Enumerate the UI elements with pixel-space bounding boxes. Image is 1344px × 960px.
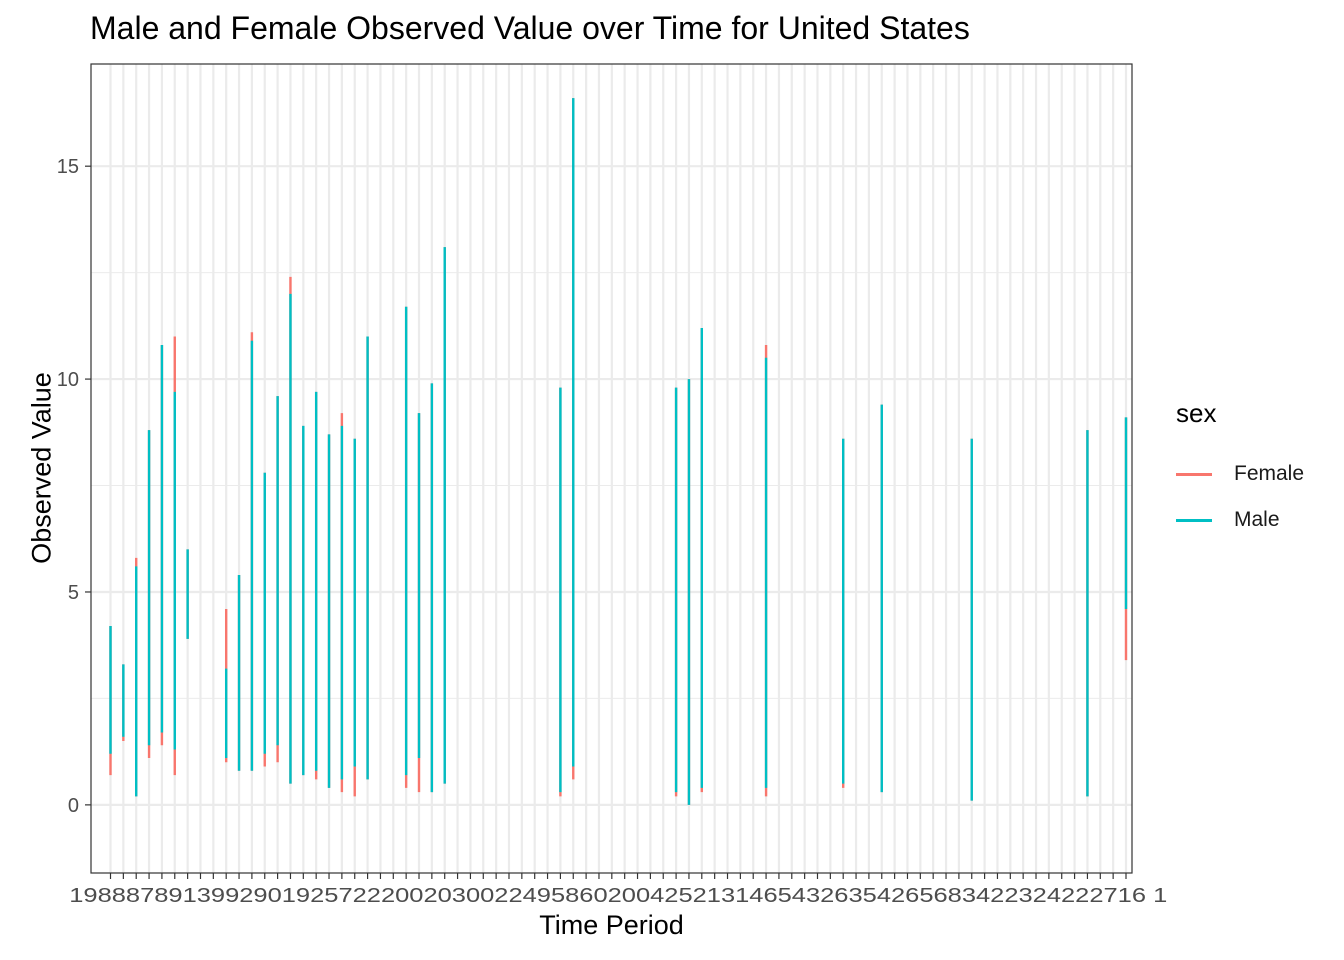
x-tick-labels: 1988878913992901925722200203002249586020…	[69, 885, 1167, 907]
chart-title: Male and Female Observed Value over Time…	[90, 10, 970, 46]
y-tick-label: 10	[57, 369, 79, 391]
legend-title: sex	[1176, 398, 1217, 428]
y-tick-label: 0	[68, 795, 79, 817]
legend-item-female: Female	[1176, 451, 1304, 497]
legend-label-male: Male	[1234, 508, 1280, 531]
x-axis-label: Time Period	[539, 910, 684, 940]
y-tick-label: 5	[68, 582, 79, 604]
y-tick-label: 15	[57, 156, 79, 178]
legend-key-male	[1176, 518, 1212, 522]
legend-item-male: Male	[1176, 497, 1304, 543]
legend: sex Female Male	[1176, 398, 1304, 543]
legend-key-female	[1176, 472, 1212, 476]
legend-label-female: Female	[1234, 462, 1305, 485]
